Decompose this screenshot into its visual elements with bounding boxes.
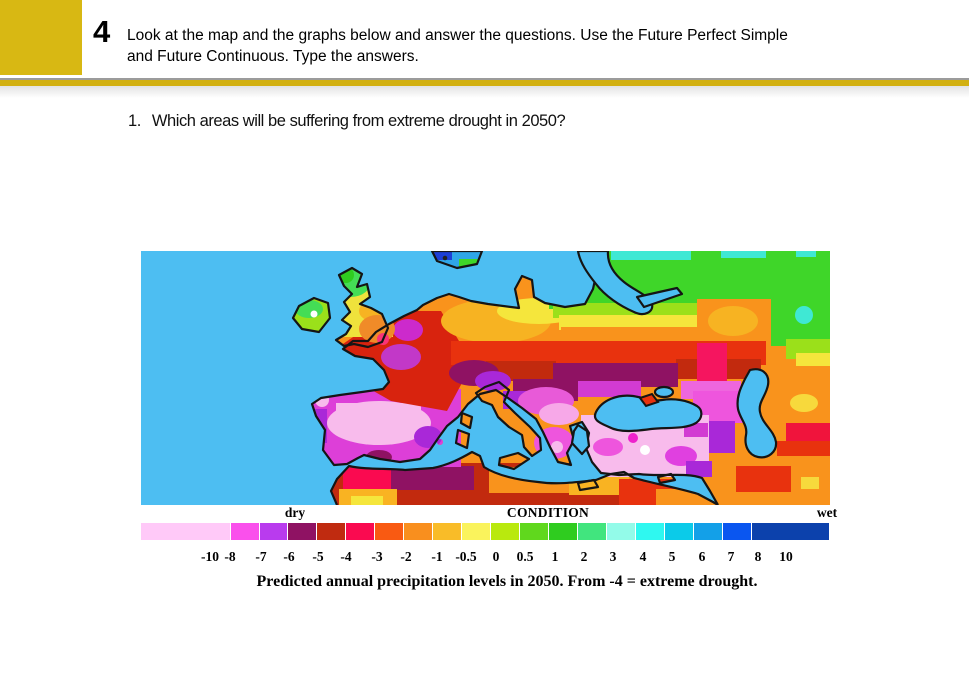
color-scale-segment <box>404 523 433 540</box>
exercise-instructions: Look at the map and the graphs below and… <box>127 25 927 67</box>
scale-tick-label: 2 <box>580 549 588 564</box>
question-1: 1. Which areas will be suffering from ext… <box>128 112 566 131</box>
color-scale-ticks: -10 -8 -7 -6 -5 -4 -3 -2 -1 -0.5 0 0.5 1 2 3 4 5 6 7 8 10 <box>141 549 830 565</box>
scale-tick-label: -10 <box>201 549 219 564</box>
gold-divider-bar <box>0 78 969 86</box>
crimea <box>638 392 660 408</box>
color-scale-segment <box>636 523 665 540</box>
question-text: Which areas will be suffering from extre… <box>151 112 566 130</box>
scale-label-wet: wet <box>816 505 838 520</box>
scale-label-dry: dry <box>284 505 306 520</box>
black-sea <box>593 394 703 433</box>
scale-tick-label: -8 <box>224 549 236 564</box>
color-scale-bar <box>141 523 829 540</box>
scale-tick-label: 0 <box>492 549 500 564</box>
color-scale-segment <box>260 523 288 540</box>
color-scale-segment <box>549 523 578 540</box>
scale-tick-label: 7 <box>727 549 735 564</box>
scale-tick-label: 4 <box>639 549 647 564</box>
exercise-number: 4 <box>93 14 111 49</box>
gold-corner-block <box>0 0 82 75</box>
baltic-sea <box>576 249 654 316</box>
europe-precipitation-map <box>141 249 830 506</box>
islet-dot <box>442 255 448 261</box>
color-scale-segment <box>288 523 317 540</box>
scale-tick-label: 0.5 <box>516 549 534 564</box>
color-scale-segment <box>491 523 520 540</box>
scale-tick-label: 6 <box>698 549 706 564</box>
caspian-sea <box>736 368 778 459</box>
scale-tick-label: -0.5 <box>455 549 477 564</box>
scale-label-condition: CONDITION <box>506 505 590 520</box>
gulf-of-finland <box>635 286 684 309</box>
sea-of-azov <box>653 385 675 399</box>
scale-tick-label: -3 <box>371 549 383 564</box>
scale-tick-label: -2 <box>400 549 412 564</box>
scale-tick-label: 8 <box>754 549 762 564</box>
map-caption: Predicted annual precipitation levels in… <box>256 573 758 590</box>
scale-tick-label: -1 <box>431 549 443 564</box>
color-scale-segment <box>723 523 752 540</box>
scale-tick-label: 1 <box>551 549 559 564</box>
divider-shadow <box>0 86 969 98</box>
color-scale-segment <box>607 523 636 540</box>
scale-tick-label: -5 <box>312 549 324 564</box>
color-scale-segment <box>665 523 694 540</box>
color-scale-segment <box>141 523 231 540</box>
instructions-line-1: Look at the map and the graphs below and… <box>127 27 788 44</box>
color-scale-segment <box>433 523 462 540</box>
inland-seas <box>570 249 778 459</box>
color-scale-segment <box>520 523 549 540</box>
color-scale-segment <box>462 523 491 540</box>
scale-tick-label: 10 <box>779 549 793 564</box>
scale-tick-label: 5 <box>668 549 676 564</box>
color-scale-segment <box>752 523 829 540</box>
precipitation-map-svg <box>141 249 830 506</box>
color-scale-segment <box>317 523 346 540</box>
color-scale-segment <box>346 523 375 540</box>
instructions-line-2: and Future Continuous. Type the answers. <box>127 48 419 65</box>
coastlines <box>291 249 719 506</box>
scale-tick-label: -7 <box>255 549 267 564</box>
scale-tick-label: -6 <box>283 549 295 564</box>
scale-tick-label: 3 <box>609 549 617 564</box>
color-scale-segment <box>231 523 260 540</box>
color-scale-segment <box>578 523 607 540</box>
aegean-sea <box>570 423 591 456</box>
color-scale-segment <box>375 523 404 540</box>
scale-tick-label: -4 <box>340 549 352 564</box>
question-number: 1. <box>128 112 141 130</box>
color-scale-segment <box>694 523 723 540</box>
